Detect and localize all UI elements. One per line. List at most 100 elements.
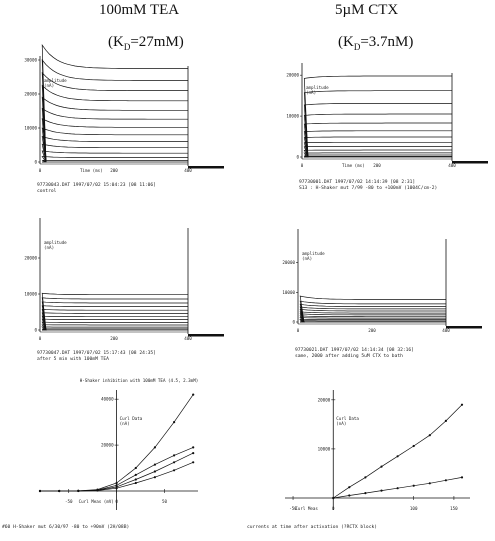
current-trace [41, 297, 188, 331]
current-trace [303, 103, 452, 158]
current-trace [303, 90, 452, 158]
current-trace [42, 328, 188, 331]
current-trace [41, 321, 188, 331]
current-trace [41, 292, 188, 331]
current-trace [41, 84, 188, 163]
file-caption: 97730001.DAT 1997/07/02 14:14:39 [08 2:3… [299, 179, 415, 185]
current-trace [304, 156, 452, 158]
y-axis-label-line-0: Curl Data [336, 416, 359, 421]
x-tick-label: 200 [110, 168, 118, 173]
current-trace [303, 130, 452, 158]
y-tick-label: 0 [292, 320, 295, 325]
tail-current [188, 334, 224, 337]
x-tick-label: 400 [184, 168, 192, 173]
y-axis-label-line-0: Curl Data [120, 416, 143, 421]
current-trace [41, 43, 188, 163]
y-axis-label-line-1: (nA) [120, 421, 130, 426]
y-tick-label: 10000 [24, 126, 37, 131]
current-trace [303, 113, 452, 158]
y-axis-label-line-0: amplitude [44, 78, 67, 83]
y-axis-label-line-1: (nA) [44, 245, 54, 250]
current-trace [41, 143, 188, 163]
panel-tea-block: 20000 10000 0 amplitude(nA) 0 200 400 97730047.… [24, 218, 224, 362]
y-tick-label: 40000 [101, 397, 114, 402]
current-trace [42, 159, 188, 163]
right-kd-subscript: D [353, 42, 361, 52]
left-kd-label: (KD=27mM) [108, 34, 184, 52]
y-axis-label-line-0: amplitude [306, 85, 329, 90]
x-axis-label: Time (ms) [342, 163, 365, 168]
current-trace [299, 318, 446, 323]
current-trace [303, 141, 452, 158]
y-tick-label: 20000 [282, 260, 295, 265]
series-line [40, 461, 194, 492]
x-tick-label: -50 [289, 506, 297, 511]
right-title-text: 5µM CTX [335, 2, 399, 18]
current-trace [299, 306, 446, 323]
y-axis-label-line-1: (nA) [44, 83, 54, 88]
current-trace [41, 305, 188, 331]
y-tick-label: 20000 [318, 397, 331, 402]
current-trace [299, 309, 446, 323]
tail-current [446, 326, 482, 329]
current-trace [299, 303, 446, 323]
current-trace [303, 149, 452, 158]
current-trace [299, 313, 446, 323]
file-caption: 97730047.DAT 1997/07/02 15:17:43 [08 24:… [37, 350, 156, 356]
panel-ctx-block: 20000 10000 0 amplitude(nA) 0 200 400 97730021.… [282, 229, 482, 359]
x-axis-label: Curl Meas [295, 506, 318, 511]
panel-ctx-time: 20000 10000 Curl Data(nA) -50 0 100 150 Curl Me… [247, 390, 470, 530]
current-trace [299, 317, 446, 323]
panel-tea-iv: H-Shaker inhibition with 100mM TEA (4.5,… [2, 378, 198, 530]
right-condition-title: 5µM CTX [335, 2, 398, 19]
y-tick-label: 20000 [101, 443, 114, 448]
current-trace [303, 122, 452, 158]
current-trace [41, 107, 188, 163]
y-tick-label: 20000 [24, 256, 37, 261]
left-title-text: 100mM TEA [99, 2, 180, 18]
x-tick-label: 100 [410, 506, 418, 511]
y-axis-label-line-1: (nA) [336, 421, 346, 426]
condition-caption: S13 : H-Shaker mut 7/99 -80 to +100mV (1… [299, 185, 437, 191]
current-trace [303, 136, 452, 158]
current-trace [41, 96, 188, 163]
x-tick-label: 400 [448, 163, 456, 168]
file-caption: currents at time after activation (?RCTX… [247, 524, 377, 530]
panel-ctx-control: 20000 10000 0 amplitude(nA) 0 200 400 Time (ms)… [286, 63, 488, 191]
current-trace [41, 324, 188, 331]
current-trace [41, 156, 188, 163]
current-trace [41, 312, 188, 331]
current-trace [299, 315, 446, 323]
right-kd-prefix: (K [338, 34, 354, 50]
x-tick-label: 0 [301, 163, 304, 168]
current-trace [303, 152, 452, 158]
right-kd-value: =3.7nM) [360, 34, 414, 50]
left-condition-title: 100mM TEA [99, 2, 179, 19]
current-trace [303, 146, 452, 158]
x-tick-label: 200 [110, 336, 118, 341]
current-trace [41, 301, 188, 331]
x-tick-label: 0 [39, 336, 42, 341]
current-trace [41, 315, 188, 331]
y-tick-label: 10000 [282, 290, 295, 295]
x-tick-label: 0 [332, 506, 335, 511]
condition-caption: after 5 min with 100mM TEA [37, 356, 109, 362]
current-trace [41, 326, 188, 331]
plot-title: H-Shaker inhibition with 100mM TEA (4.5,… [80, 378, 199, 383]
y-tick-label: 10000 [318, 446, 331, 451]
y-tick-label: 20000 [286, 73, 299, 78]
file-caption: 97730043.DAT 1997/07/02 15:04:23 [08 11:… [37, 182, 156, 188]
x-tick-label: 0 [115, 499, 118, 504]
y-axis-label-line-0: amplitude [302, 251, 325, 256]
x-tick-label: 400 [184, 336, 192, 341]
x-tick-label: 200 [368, 328, 376, 333]
y-tick-label: 20000 [24, 92, 37, 97]
y-tick-label: 10000 [286, 114, 299, 119]
condition-caption: same, 2000 after adding 5uM CTX to bath [295, 353, 403, 359]
tail-current [452, 161, 488, 164]
current-trace [41, 71, 188, 163]
y-axis-label-line-1: (nA) [302, 256, 312, 261]
current-trace [299, 300, 446, 323]
left-kd-value: =27mM) [130, 34, 184, 50]
